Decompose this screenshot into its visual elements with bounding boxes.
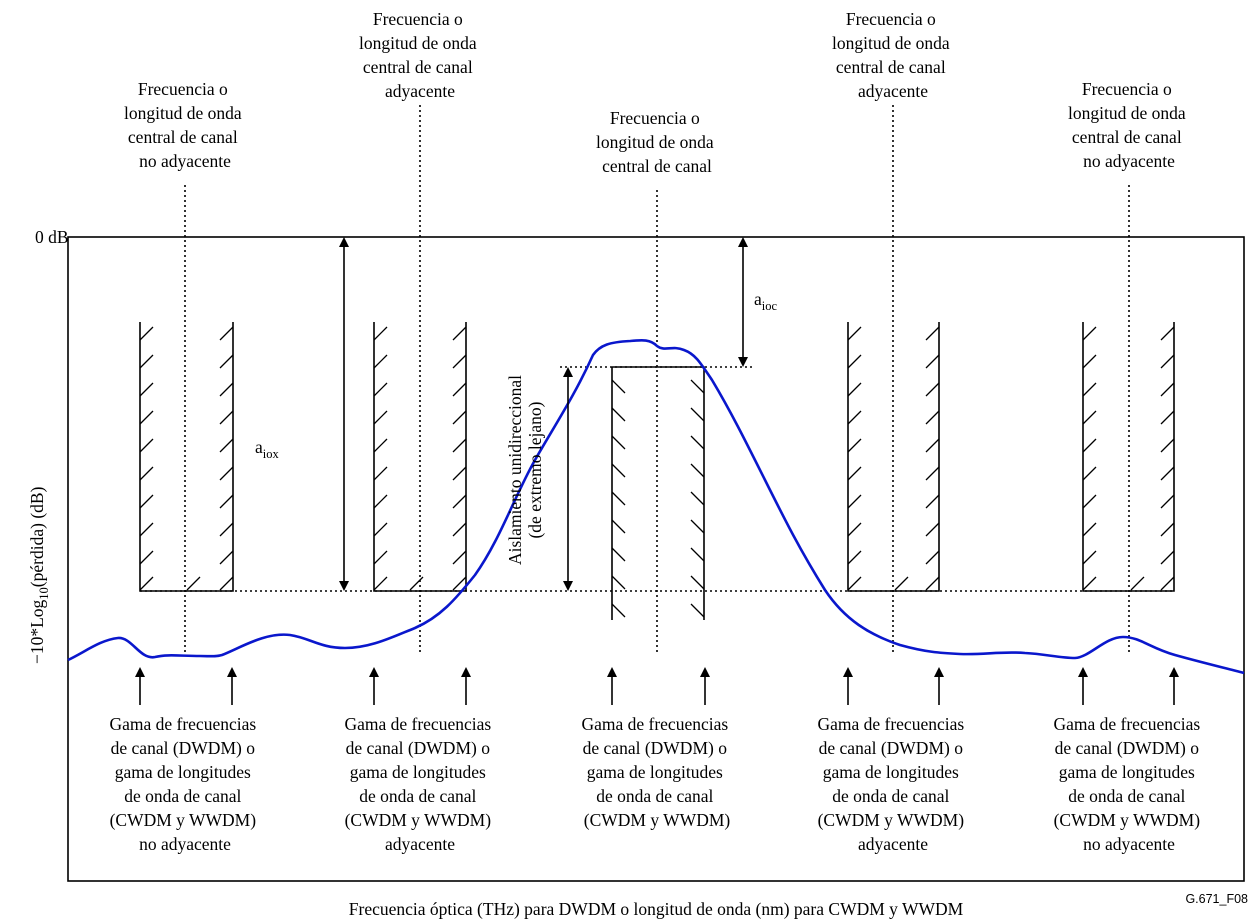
top-label-central: Frecuencia o longitud de onda central de…: [596, 108, 718, 176]
filter-response-curve: [67, 338, 1245, 675]
bottom-label-adjacent-left: Gama de frecuencias de canal (DWDM) o ga…: [344, 714, 495, 854]
bottom-label-nonadjacent-right: Gama de frecuencias de canal (DWDM) o ga…: [1053, 714, 1204, 854]
aioc-label: aioc: [754, 289, 778, 313]
isolation-label-line2: (de extremo lejano): [525, 401, 545, 538]
aiox-label: aiox: [255, 437, 280, 461]
bottom-label-central: Gama de frecuencias de canal (DWDM) o ga…: [581, 714, 732, 830]
plot-frame: [67, 236, 1245, 882]
top-label-nonadjacent-left: Frecuencia o longitud de onda central de…: [124, 79, 246, 171]
top-label-nonadjacent-right: Frecuencia o longitud de onda central de…: [1068, 79, 1190, 171]
mask-adjacent-right: [847, 322, 940, 592]
x-axis-label: Frecuencia óptica (THz) para DWDM o long…: [349, 899, 964, 919]
top-label-adjacent-left: Frecuencia o longitud de onda central de…: [359, 9, 481, 101]
bottom-label-adjacent-right: Gama de frecuencias de canal (DWDM) o ga…: [817, 714, 968, 854]
top-label-adjacent-right: Frecuencia o longitud de onda central de…: [832, 9, 954, 101]
channel-centre-lines: [184, 105, 1130, 655]
channel-edge-arrows: [135, 667, 1179, 705]
mask-nonadjacent-left: [139, 322, 234, 592]
mask-central: [611, 366, 705, 620]
mask-adjacent-left: [373, 322, 467, 592]
mask-nonadjacent-right: [1082, 322, 1175, 592]
zero-db-label: 0 dB: [35, 227, 69, 247]
isolation-label-line1: Aislamiento unidireccional: [505, 375, 525, 565]
y-axis-label: −10*Log10(pérdida) (dB): [27, 486, 51, 664]
bottom-label-nonadjacent-left: Gama de frecuencias de canal (DWDM) o ga…: [109, 714, 260, 854]
figure-tag: G.671_F08: [1185, 892, 1248, 906]
